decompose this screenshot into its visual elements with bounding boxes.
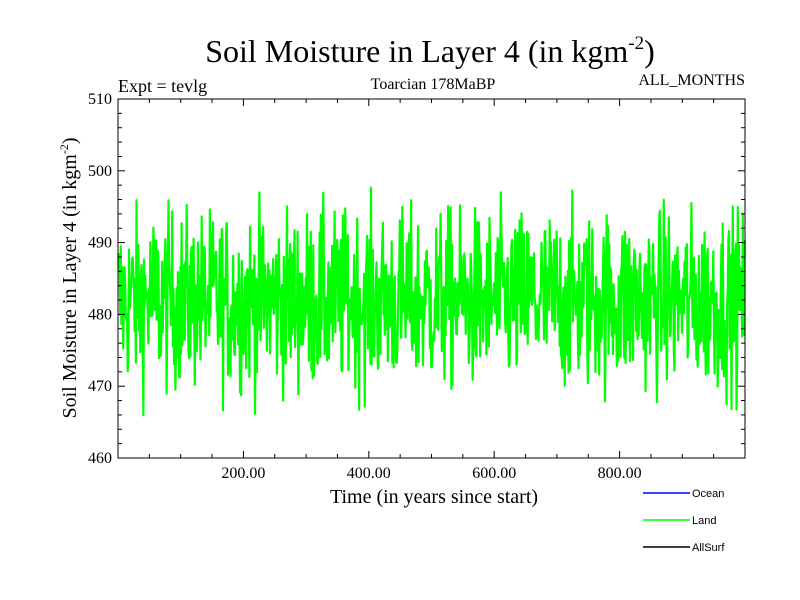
chart-title-main: Soil Moisture in Layer 4 (in kgm: [205, 33, 628, 69]
series-land-group: [117, 186, 746, 417]
y-tick-label: 500: [88, 163, 112, 180]
legend-label-ocean: Ocean: [692, 488, 724, 500]
y-axis-label-superscript: -2: [57, 144, 71, 154]
x-axis-label: Time (in years since start): [330, 486, 538, 508]
period-label: ALL_MONTHS: [638, 72, 745, 89]
legend: Ocean Land AllSurf: [643, 488, 725, 554]
expt-label: Expt = tevlg: [118, 76, 207, 96]
plot-area: 200.00 400.00 600.00 800.00 460 470 480 490 500 5…: [88, 91, 746, 482]
x-tick-label: 600.00: [472, 465, 516, 482]
x-tick-label: 400.00: [347, 465, 391, 482]
axis-ticks: 200.00 400.00 600.00 800.00 460 470 480 490 500 5…: [88, 91, 745, 482]
y-axis-label-close: ): [59, 137, 81, 144]
y-axis-label: Soil Moisture in Layer 4 (in kgm-2): [57, 137, 81, 418]
y-tick-label: 470: [88, 378, 112, 395]
series-land-line: [117, 186, 746, 417]
legend-label-allsurf: AllSurf: [692, 542, 725, 554]
chart-title-close: ): [644, 33, 655, 69]
chart-title: Soil Moisture in Layer 4 (in kgm-2): [205, 33, 655, 69]
y-axis-label-main: Soil Moisture in Layer 4 (in kgm: [59, 154, 81, 419]
y-tick-label: 460: [88, 450, 112, 467]
legend-label-land: Land: [692, 515, 716, 527]
chart-title-superscript: -2: [628, 33, 644, 54]
y-tick-label: 490: [88, 235, 112, 252]
x-tick-label: 800.00: [598, 465, 642, 482]
y-tick-label: 510: [88, 91, 112, 108]
chart-subtitle: Toarcian 178MaBP: [371, 76, 496, 93]
y-tick-label: 480: [88, 306, 112, 323]
x-tick-label: 200.00: [221, 465, 265, 482]
